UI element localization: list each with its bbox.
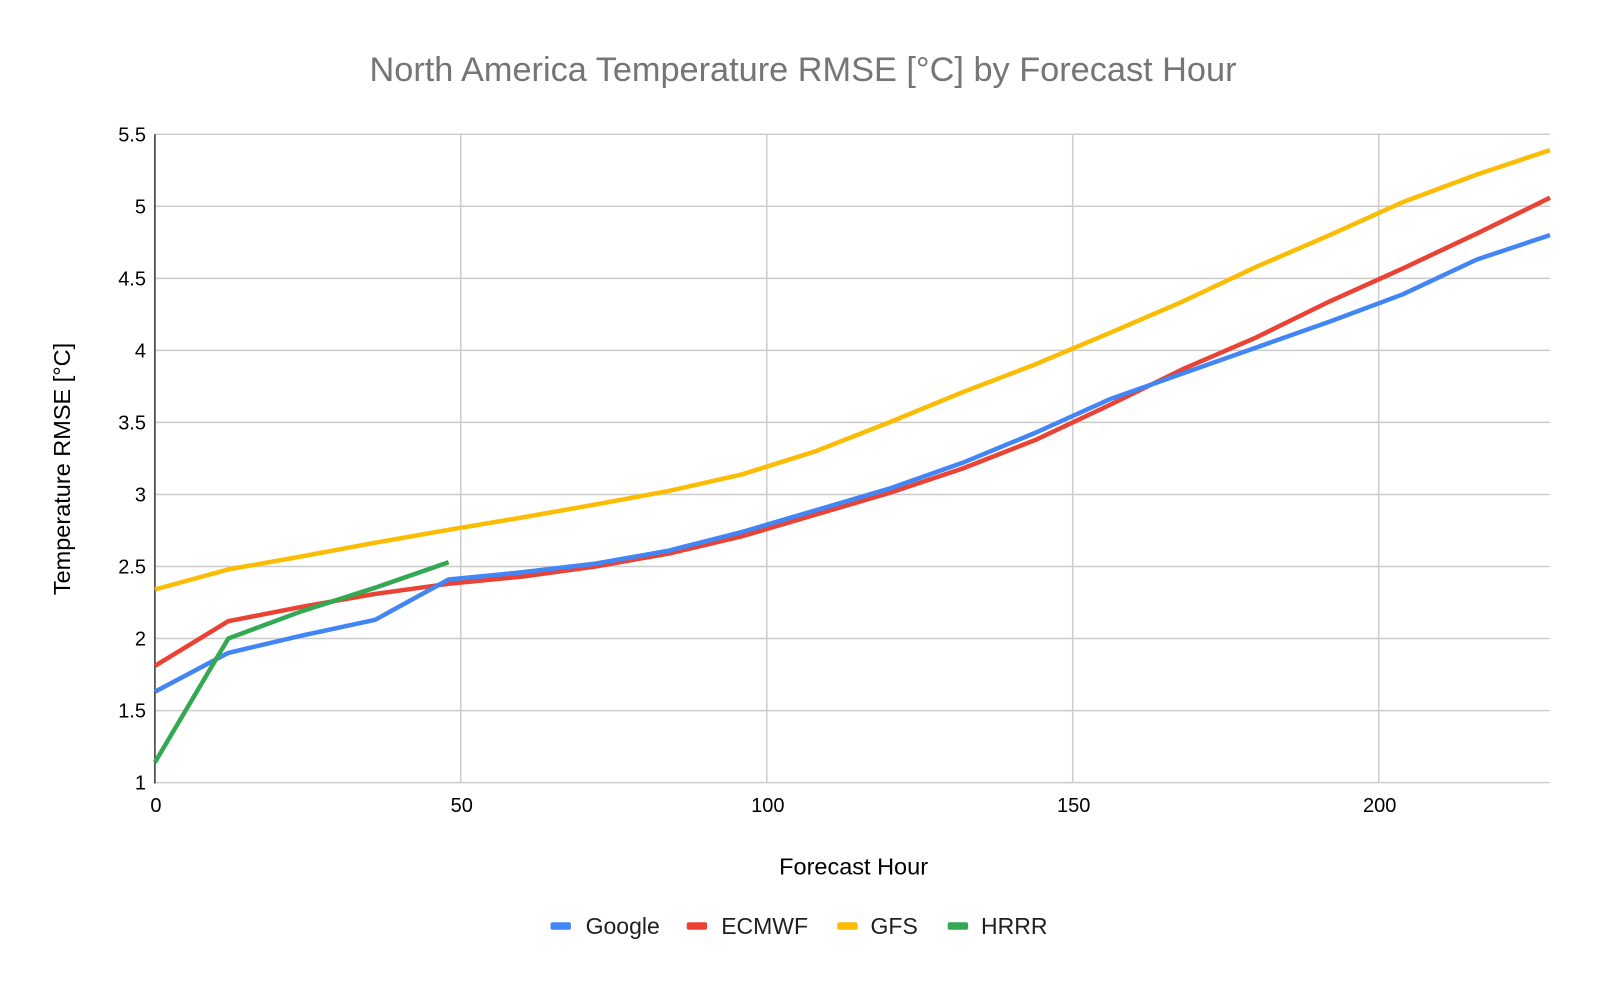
svg-text:50: 50: [451, 795, 473, 817]
svg-text:1: 1: [135, 773, 146, 795]
svg-text:North America Temperature RMSE: North America Temperature RMSE [°C] by F…: [370, 51, 1237, 89]
svg-text:4.5: 4.5: [118, 268, 146, 290]
svg-text:100: 100: [751, 795, 784, 817]
svg-text:150: 150: [1057, 795, 1090, 817]
svg-text:1.5: 1.5: [118, 701, 146, 723]
svg-text:5: 5: [135, 196, 146, 218]
svg-text:ECMWF: ECMWF: [721, 913, 808, 939]
svg-text:Forecast Hour: Forecast Hour: [779, 854, 928, 880]
svg-text:3: 3: [135, 485, 146, 507]
svg-text:5.5: 5.5: [118, 124, 146, 146]
svg-text:2.5: 2.5: [118, 557, 146, 579]
svg-text:Temperature RMSE [°C]: Temperature RMSE [°C]: [49, 343, 75, 595]
svg-text:200: 200: [1363, 795, 1396, 817]
svg-text:0: 0: [150, 795, 161, 817]
svg-text:HRRR: HRRR: [981, 913, 1047, 939]
svg-text:4: 4: [135, 340, 146, 362]
svg-text:3.5: 3.5: [118, 412, 146, 434]
svg-text:GFS: GFS: [871, 913, 918, 939]
svg-text:2: 2: [135, 629, 146, 651]
svg-text:Google: Google: [586, 913, 660, 939]
